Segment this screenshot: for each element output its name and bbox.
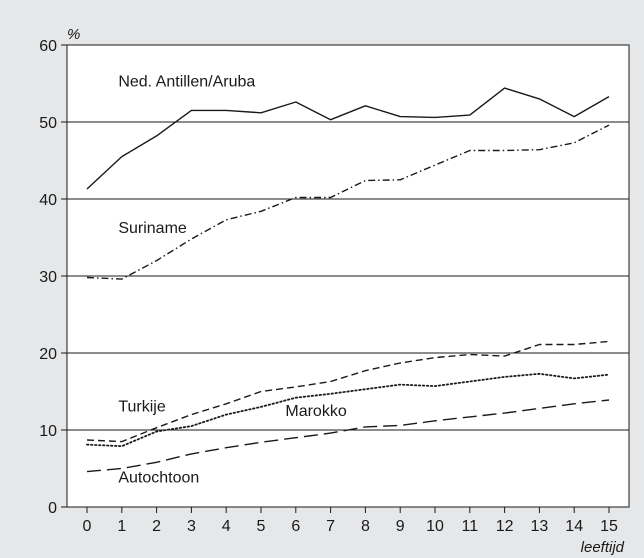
y-tick-label: 30: [39, 269, 57, 286]
x-tick-label: 8: [361, 518, 370, 535]
y-tick-label: 0: [48, 500, 57, 517]
x-tick-label: 5: [257, 518, 266, 535]
x-tick-label: 12: [496, 518, 514, 535]
series-line-marokko: [86, 372, 610, 448]
y-axis-title: %: [67, 26, 80, 43]
x-tick-label: 0: [83, 518, 92, 535]
series-label-autochtoon: Autochtoon: [118, 469, 199, 486]
y-tick-label: 50: [39, 115, 57, 132]
series-label-turkije: Turkije: [118, 399, 166, 416]
series-line-turkije: [86, 340, 610, 443]
series-label-suriname: Suriname: [118, 220, 187, 237]
series-line-ned-antillen-aruba: [86, 87, 610, 190]
x-tick-label: 7: [326, 518, 335, 535]
x-tick-label: 4: [222, 518, 231, 535]
x-tick-label: 1: [117, 518, 126, 535]
x-tick-label: 2: [152, 518, 161, 535]
x-tick-label: 14: [565, 518, 583, 535]
x-tick-label: 13: [531, 518, 549, 535]
y-tick-label: 20: [39, 346, 57, 363]
series-label-ned-antillen-aruba: Ned. Antillen/Aruba: [118, 74, 255, 91]
x-tick-label: 15: [600, 518, 618, 535]
series-lines: [86, 87, 610, 473]
y-tick-label: 10: [39, 423, 57, 440]
x-tick-label: 3: [187, 518, 196, 535]
x-tick-label: 9: [396, 518, 405, 535]
y-tick-label: 60: [39, 38, 57, 55]
x-tick-label: 6: [291, 518, 300, 535]
series-labels: Ned. Antillen/Aruba Suriname Turkije Marokk…: [118, 74, 346, 487]
x-tick-label: 10: [426, 518, 444, 535]
series-label-marokko: Marokko: [285, 403, 346, 420]
x-axis-title: leeftijd: [581, 539, 625, 556]
series-line-autochtoon: [86, 399, 610, 473]
y-tick-label: 40: [39, 192, 57, 209]
series-line-suriname: [86, 124, 610, 280]
x-tick-label: 11: [461, 518, 478, 535]
